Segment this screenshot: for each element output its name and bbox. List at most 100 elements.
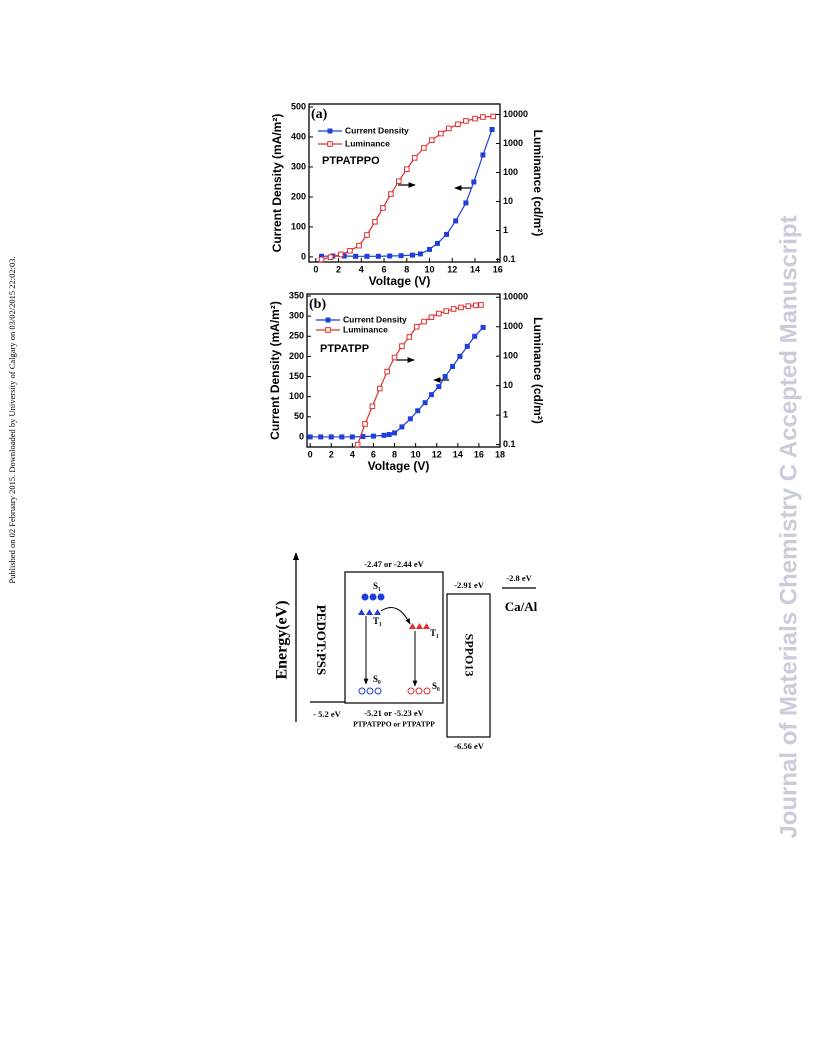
legend-label: Current Density [345, 125, 409, 135]
state-triangles [409, 623, 430, 629]
x-tick-label: 0 [308, 449, 313, 459]
level-label: -5.21 or -5.23 eV [364, 708, 424, 718]
y-tick-label: 500 [291, 101, 306, 111]
data-point [428, 392, 434, 398]
sample-label: PTPATPP [320, 343, 369, 355]
x-tick-label: 2 [329, 449, 334, 459]
data-point [381, 432, 387, 438]
data-point [386, 432, 392, 438]
y2-tick-label: 10 [503, 380, 513, 390]
series-line [321, 129, 493, 257]
y-tick-label: 0 [301, 251, 306, 261]
state-label: T₁ [430, 628, 439, 638]
data-point [464, 343, 470, 349]
data-point [325, 327, 331, 333]
data-point [436, 310, 442, 317]
data-point [407, 416, 413, 422]
legend-label: Luminance [345, 138, 390, 148]
y-tick-label: 50 [294, 411, 304, 421]
y-tick-label: 250 [289, 331, 304, 341]
data-point [489, 126, 495, 132]
state-label: S₀ [373, 674, 381, 684]
data-point [413, 323, 420, 330]
data-point [480, 152, 486, 158]
y-tick-label: 100 [291, 221, 306, 231]
y-axis-title: Current Density (mA/m²) [268, 301, 282, 440]
panel-label: (a) [311, 107, 328, 122]
legend-label: Current Density [343, 314, 407, 324]
data-point [319, 253, 325, 259]
level-label: - 5.2 eV [313, 709, 341, 719]
state-dot [361, 593, 369, 601]
x-tick-label: 16 [474, 449, 484, 459]
data-point [434, 240, 440, 246]
data-point [376, 385, 383, 392]
x-tick-label: 14 [453, 449, 463, 459]
data-point [444, 231, 450, 237]
x-tick-label: 4 [359, 264, 364, 274]
data-point [442, 374, 448, 380]
data-point [369, 403, 376, 410]
data-point [364, 253, 370, 259]
data-point [370, 433, 376, 439]
data-point [339, 434, 345, 440]
layer-label: PTPATPPO or PTPATPP [353, 720, 435, 729]
x-tick-label: 6 [371, 449, 376, 459]
transfer-arrow [380, 607, 411, 625]
x-tick-label: 10 [425, 264, 435, 274]
data-point [463, 118, 469, 124]
x-axis-title: Voltage (V) [368, 459, 430, 473]
state-triangles [358, 609, 381, 615]
state-dot [377, 593, 385, 601]
data-point [443, 308, 450, 314]
data-point [463, 200, 469, 206]
x-tick-label: 4 [350, 449, 355, 459]
state-dot [358, 687, 366, 695]
state-dot [423, 687, 431, 695]
data-point [380, 205, 386, 211]
state-dot [407, 687, 415, 695]
y2-tick-label: 1 [503, 225, 508, 235]
data-point [478, 302, 484, 308]
x-tick-label: 8 [392, 449, 397, 459]
state-label: T₁ [373, 616, 382, 626]
y2-tick-label: 10000 [503, 109, 528, 119]
data-point [372, 218, 378, 225]
y-tick-label: 200 [291, 191, 306, 201]
data-point [455, 121, 461, 128]
data-point [325, 317, 331, 323]
y2-tick-label: 1000 [503, 321, 523, 331]
data-point [458, 304, 464, 311]
y-tick-label: 400 [291, 131, 306, 141]
data-point [415, 408, 421, 414]
data-point [328, 434, 334, 440]
data-point [428, 137, 435, 143]
x-axis-title: Voltage (V) [369, 274, 431, 288]
data-point [436, 384, 442, 390]
data-point [327, 254, 334, 261]
x-tick-label: 8 [404, 264, 409, 274]
state-dot [374, 687, 382, 695]
data-point [453, 218, 459, 224]
data-point [399, 424, 405, 430]
data-point [480, 114, 486, 120]
data-point [364, 232, 370, 238]
data-point [349, 434, 355, 440]
layer-box [446, 593, 491, 738]
y-tick-label: 200 [289, 351, 304, 361]
data-point [472, 333, 478, 339]
state-label: S₀ [432, 681, 440, 691]
data-point [327, 128, 333, 134]
x-tick-label: 16 [493, 264, 503, 274]
data-point [450, 306, 457, 312]
y2-tick-label: 1 [503, 410, 508, 420]
axis-title: Energy(eV) [274, 600, 291, 679]
y2-axis-title: Luminance (cd/m²) [531, 130, 545, 237]
data-point [399, 343, 405, 349]
y2-tick-label: 1000 [503, 138, 523, 148]
data-point [392, 430, 398, 436]
x-tick-label: 18 [495, 449, 505, 459]
data-point [391, 354, 398, 361]
y-tick-label: 0 [299, 431, 304, 441]
data-point [318, 256, 325, 263]
